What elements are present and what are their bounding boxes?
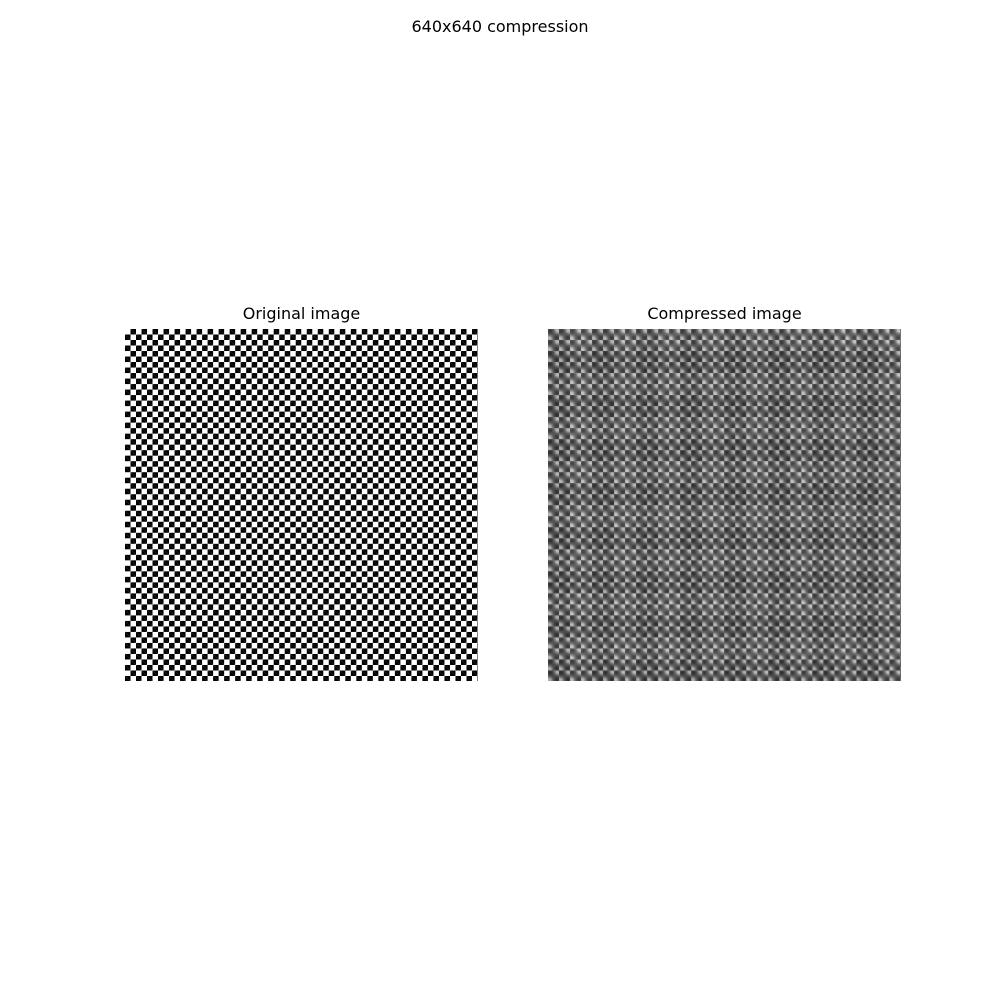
original-image-title: Original image — [242, 304, 361, 323]
original-image — [125, 329, 478, 681]
compressed-image — [548, 329, 901, 681]
original-checkerboard — [125, 329, 478, 681]
compressed-image-title: Compressed image — [647, 304, 802, 323]
figure-title: 640x640 compression — [411, 17, 589, 36]
compressed-checkerboard — [548, 329, 901, 681]
